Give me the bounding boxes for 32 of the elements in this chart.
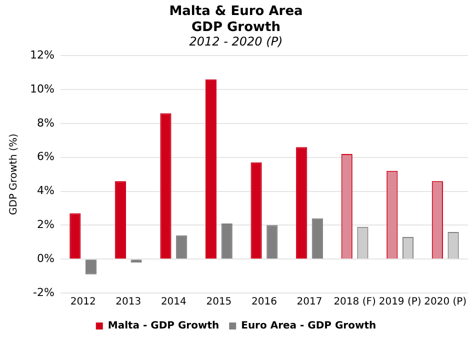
y-tick-label: -2% <box>33 286 54 299</box>
bar <box>312 218 323 259</box>
x-tick-label: 2019 (P) <box>378 296 422 308</box>
y-tick-label: 10% <box>30 82 54 96</box>
chart-title: Malta & Euro Area GDP Growth <box>169 4 303 35</box>
bar <box>114 181 126 259</box>
y-tick-label: 12% <box>30 48 54 62</box>
x-tick-label: 2013 <box>116 296 142 308</box>
x-tick-label: 2015 <box>206 296 232 308</box>
y-tick-label: 0% <box>36 252 54 265</box>
bar <box>176 235 188 259</box>
x-tick-label: 2014 <box>160 296 186 308</box>
x-tick-label: 2020 (P) <box>424 296 467 308</box>
bar <box>221 223 232 259</box>
bar <box>205 79 217 259</box>
x-tick-label: 2018 (F) <box>334 296 376 308</box>
bar <box>266 225 278 259</box>
y-tick-label: 2% <box>36 218 54 232</box>
legend-label: Euro Area - GDP Growth <box>241 320 376 332</box>
y-axis-title: GDP Growth (%) <box>8 134 20 215</box>
bar <box>70 213 81 259</box>
chart-subtitle: 2012 - 2020 (P) <box>189 34 283 49</box>
bar <box>160 113 172 259</box>
y-tick-label: 8% <box>36 116 54 130</box>
legend-label: Malta - GDP Growth <box>108 320 220 332</box>
x-tick-label: 2016 <box>252 296 277 308</box>
bar <box>250 162 262 259</box>
bar <box>296 147 308 259</box>
x-tick-label: 2012 <box>70 296 96 308</box>
x-tick-label: 2017 <box>296 296 322 308</box>
y-tick-label: 6% <box>36 150 54 164</box>
y-tick-label: 4% <box>36 184 54 198</box>
